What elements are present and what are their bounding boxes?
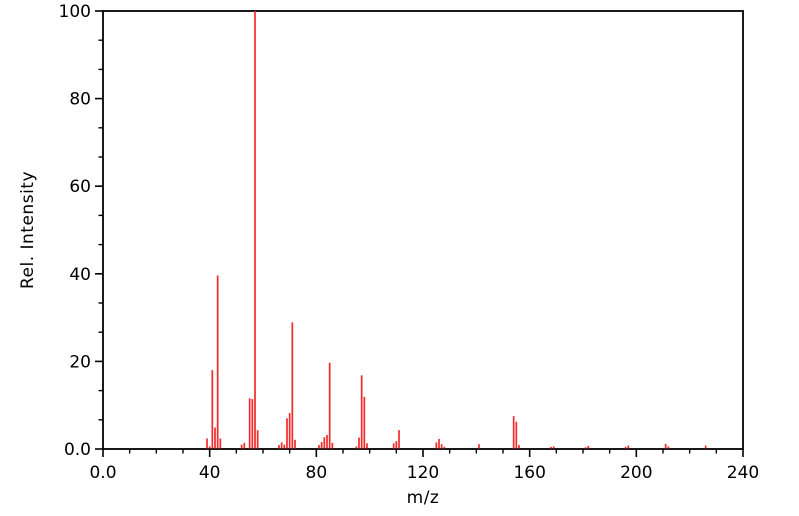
- x-axis-label: m/z: [407, 488, 440, 508]
- plot-frame: [102, 10, 744, 450]
- x-tick-label: 80: [306, 463, 328, 483]
- x-tick-label: 200: [620, 463, 652, 483]
- x-tick-label: 240: [727, 463, 759, 483]
- y-tick-label: 80: [69, 90, 91, 110]
- y-axis-ticks: 0.0 20 40 60 80 100: [59, 2, 103, 460]
- x-tick-label: 120: [407, 463, 439, 483]
- y-tick-label: 100: [59, 2, 91, 22]
- x-tick-label: 40: [199, 463, 221, 483]
- x-tick-label: 160: [513, 463, 545, 483]
- y-tick-label: 40: [69, 265, 91, 285]
- y-tick-label: 60: [69, 177, 91, 197]
- y-tick-label: 20: [69, 352, 91, 372]
- y-tick-label: 0.0: [64, 440, 91, 460]
- x-tick-label: 0.0: [89, 463, 116, 483]
- x-axis-ticks: 0.0 40 80 120 160 200 240: [89, 449, 759, 483]
- y-axis-label: Rel. Intensity: [18, 171, 38, 289]
- spectrum-bars: [206, 11, 707, 449]
